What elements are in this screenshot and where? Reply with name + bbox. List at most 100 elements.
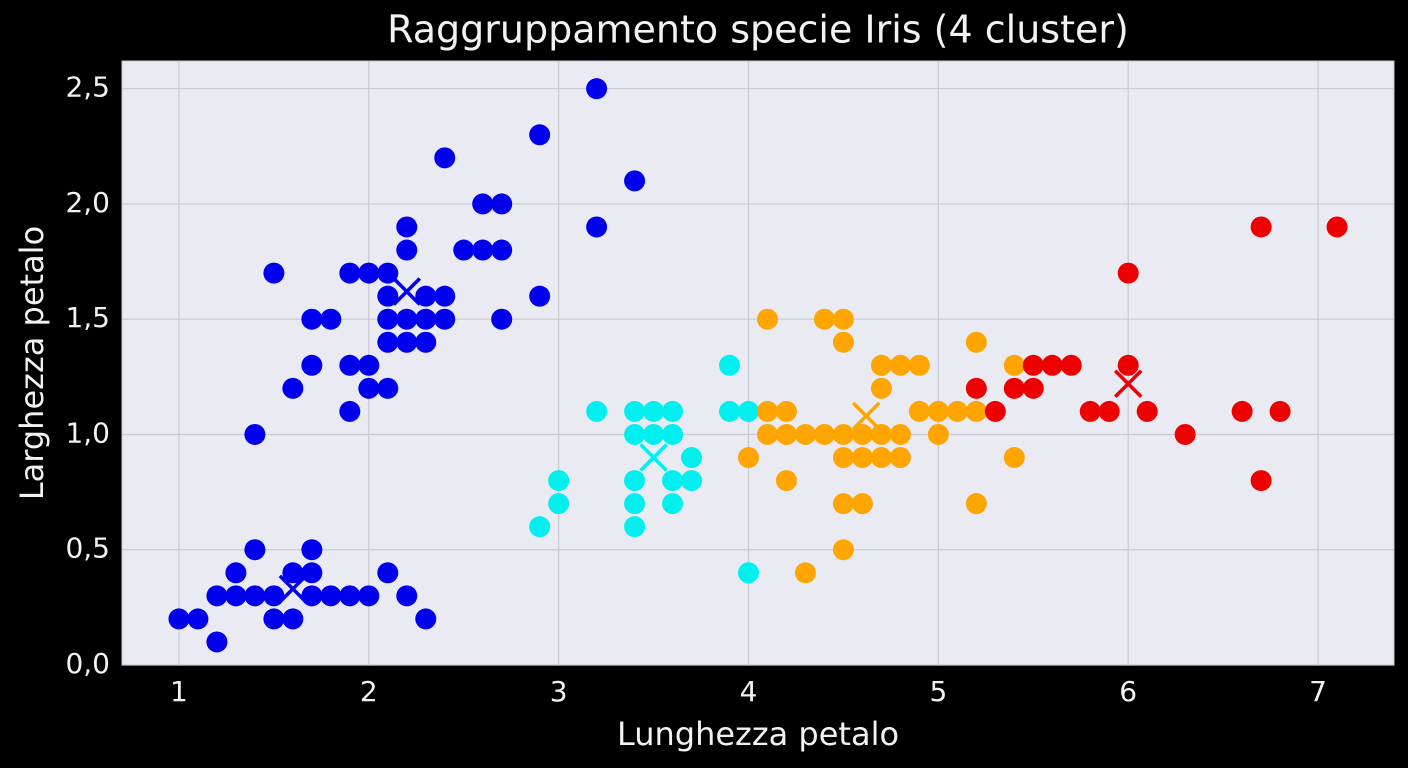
point <box>719 400 741 422</box>
centroid <box>392 277 422 306</box>
point <box>756 423 778 445</box>
point <box>244 585 266 607</box>
point <box>984 400 1006 422</box>
point <box>662 470 684 492</box>
point <box>624 470 646 492</box>
point <box>244 423 266 445</box>
point <box>927 423 949 445</box>
point <box>851 493 873 515</box>
point <box>662 423 684 445</box>
point <box>832 308 854 330</box>
x-tick-label: 4 <box>740 675 758 708</box>
point <box>927 400 949 422</box>
y-tick-label: 0,0 <box>65 647 110 680</box>
point <box>586 400 608 422</box>
point <box>624 493 646 515</box>
point <box>965 400 987 422</box>
x-tick-label: 6 <box>1119 675 1137 708</box>
point <box>1022 354 1044 376</box>
point <box>775 470 797 492</box>
point <box>434 147 456 169</box>
point <box>187 608 209 630</box>
point <box>301 585 323 607</box>
point <box>586 78 608 100</box>
centroid <box>278 574 308 604</box>
point <box>339 400 361 422</box>
point <box>1174 423 1196 445</box>
point <box>1041 354 1063 376</box>
point <box>206 585 228 607</box>
point <box>453 239 475 261</box>
point <box>624 516 646 538</box>
point <box>491 239 513 261</box>
point <box>756 400 778 422</box>
x-tick-label: 3 <box>550 675 568 708</box>
y-tick-label: 1,0 <box>65 416 110 449</box>
point <box>529 285 551 307</box>
point <box>965 331 987 353</box>
point <box>738 400 760 422</box>
point <box>339 354 361 376</box>
y-tick-label: 2,0 <box>65 186 110 219</box>
y-axis-label: Larghezza petalo <box>13 226 51 500</box>
point <box>1269 400 1291 422</box>
point <box>738 562 760 584</box>
point <box>548 470 570 492</box>
point <box>415 285 437 307</box>
y-tick-label: 1,5 <box>65 301 110 334</box>
point <box>832 423 854 445</box>
point <box>301 354 323 376</box>
point <box>377 377 399 399</box>
point <box>624 400 646 422</box>
point <box>396 331 418 353</box>
x-tick-label: 7 <box>1309 675 1327 708</box>
point <box>851 447 873 469</box>
point <box>529 124 551 146</box>
x-axis-label: Lunghezza petalo <box>617 715 899 753</box>
point <box>415 308 437 330</box>
point <box>282 377 304 399</box>
point <box>1250 216 1272 238</box>
point <box>1003 377 1025 399</box>
point <box>1098 400 1120 422</box>
point <box>282 608 304 630</box>
point <box>756 308 778 330</box>
point <box>301 308 323 330</box>
point <box>415 608 437 630</box>
point <box>870 377 892 399</box>
point <box>301 539 323 561</box>
point <box>908 354 930 376</box>
point <box>377 308 399 330</box>
point <box>282 562 304 584</box>
point <box>1060 354 1082 376</box>
point <box>434 308 456 330</box>
point <box>1117 262 1139 284</box>
point <box>832 539 854 561</box>
point <box>548 493 570 515</box>
point <box>586 216 608 238</box>
y-tick-label: 0,5 <box>65 532 110 565</box>
point <box>263 585 285 607</box>
point <box>889 423 911 445</box>
centroid <box>639 443 668 472</box>
point <box>794 562 816 584</box>
point <box>206 631 228 653</box>
point <box>662 400 684 422</box>
point <box>415 331 437 353</box>
point <box>263 608 285 630</box>
point <box>775 400 797 422</box>
point <box>738 447 760 469</box>
point <box>889 447 911 469</box>
marks <box>168 78 1348 653</box>
point <box>813 308 835 330</box>
point <box>339 585 361 607</box>
point <box>377 331 399 353</box>
point <box>681 470 703 492</box>
point <box>225 562 247 584</box>
point <box>491 308 513 330</box>
plot-area <box>121 60 1395 666</box>
point <box>1079 400 1101 422</box>
point <box>870 354 892 376</box>
point <box>377 262 399 284</box>
